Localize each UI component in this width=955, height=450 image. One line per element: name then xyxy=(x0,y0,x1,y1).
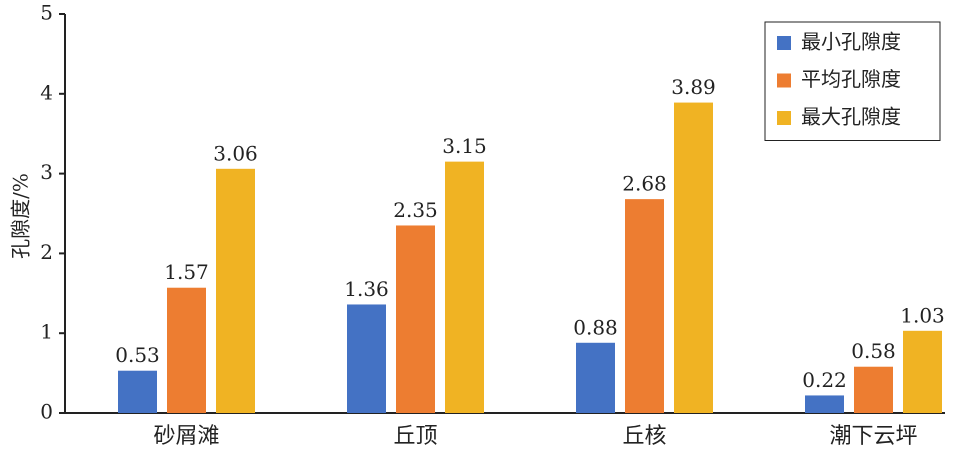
data-label: 3.15 xyxy=(442,134,487,158)
bar xyxy=(903,330,942,413)
bar xyxy=(674,102,713,413)
legend-swatch xyxy=(777,73,791,88)
bar xyxy=(118,370,157,413)
data-label: 0.53 xyxy=(115,343,160,367)
bar xyxy=(805,395,844,413)
legend-label: 平均孔隙度 xyxy=(801,67,901,91)
y-tick-label: 2 xyxy=(40,240,53,264)
data-label: 1.03 xyxy=(900,303,945,327)
bar xyxy=(347,304,386,413)
data-label: 1.57 xyxy=(164,260,209,284)
data-label: 1.36 xyxy=(344,277,389,301)
bar xyxy=(167,287,206,413)
legend-box xyxy=(764,21,941,141)
bar xyxy=(625,199,664,413)
y-tick-label: 4 xyxy=(40,80,53,104)
data-label: 0.88 xyxy=(573,315,618,339)
legend-swatch xyxy=(777,111,791,125)
bar xyxy=(396,225,435,413)
legend-swatch xyxy=(777,36,791,50)
y-tick-label: 1 xyxy=(40,320,53,344)
bar xyxy=(216,168,255,413)
data-label: 2.35 xyxy=(393,198,438,222)
data-label: 3.06 xyxy=(213,141,258,165)
data-label: 0.58 xyxy=(851,339,896,363)
y-tick-label: 0 xyxy=(40,400,53,424)
legend-label: 最小孔隙度 xyxy=(801,30,901,54)
bar xyxy=(445,161,484,413)
x-tick-label: 砂屑滩 xyxy=(153,424,219,449)
y-tick-label: 3 xyxy=(40,160,53,184)
bar xyxy=(576,342,615,413)
y-tick-label: 5 xyxy=(40,1,53,25)
x-tick-label: 丘核 xyxy=(622,424,666,449)
legend-label: 最大孔隙度 xyxy=(801,105,901,129)
bar xyxy=(854,366,893,413)
data-label: 3.89 xyxy=(671,75,716,99)
data-label: 0.22 xyxy=(802,368,847,392)
x-tick-label: 潮下云坪 xyxy=(829,424,917,449)
y-axis-label: 孔隙度/% xyxy=(9,173,33,259)
x-tick-label: 丘顶 xyxy=(393,424,437,449)
data-label: 2.68 xyxy=(622,172,667,196)
